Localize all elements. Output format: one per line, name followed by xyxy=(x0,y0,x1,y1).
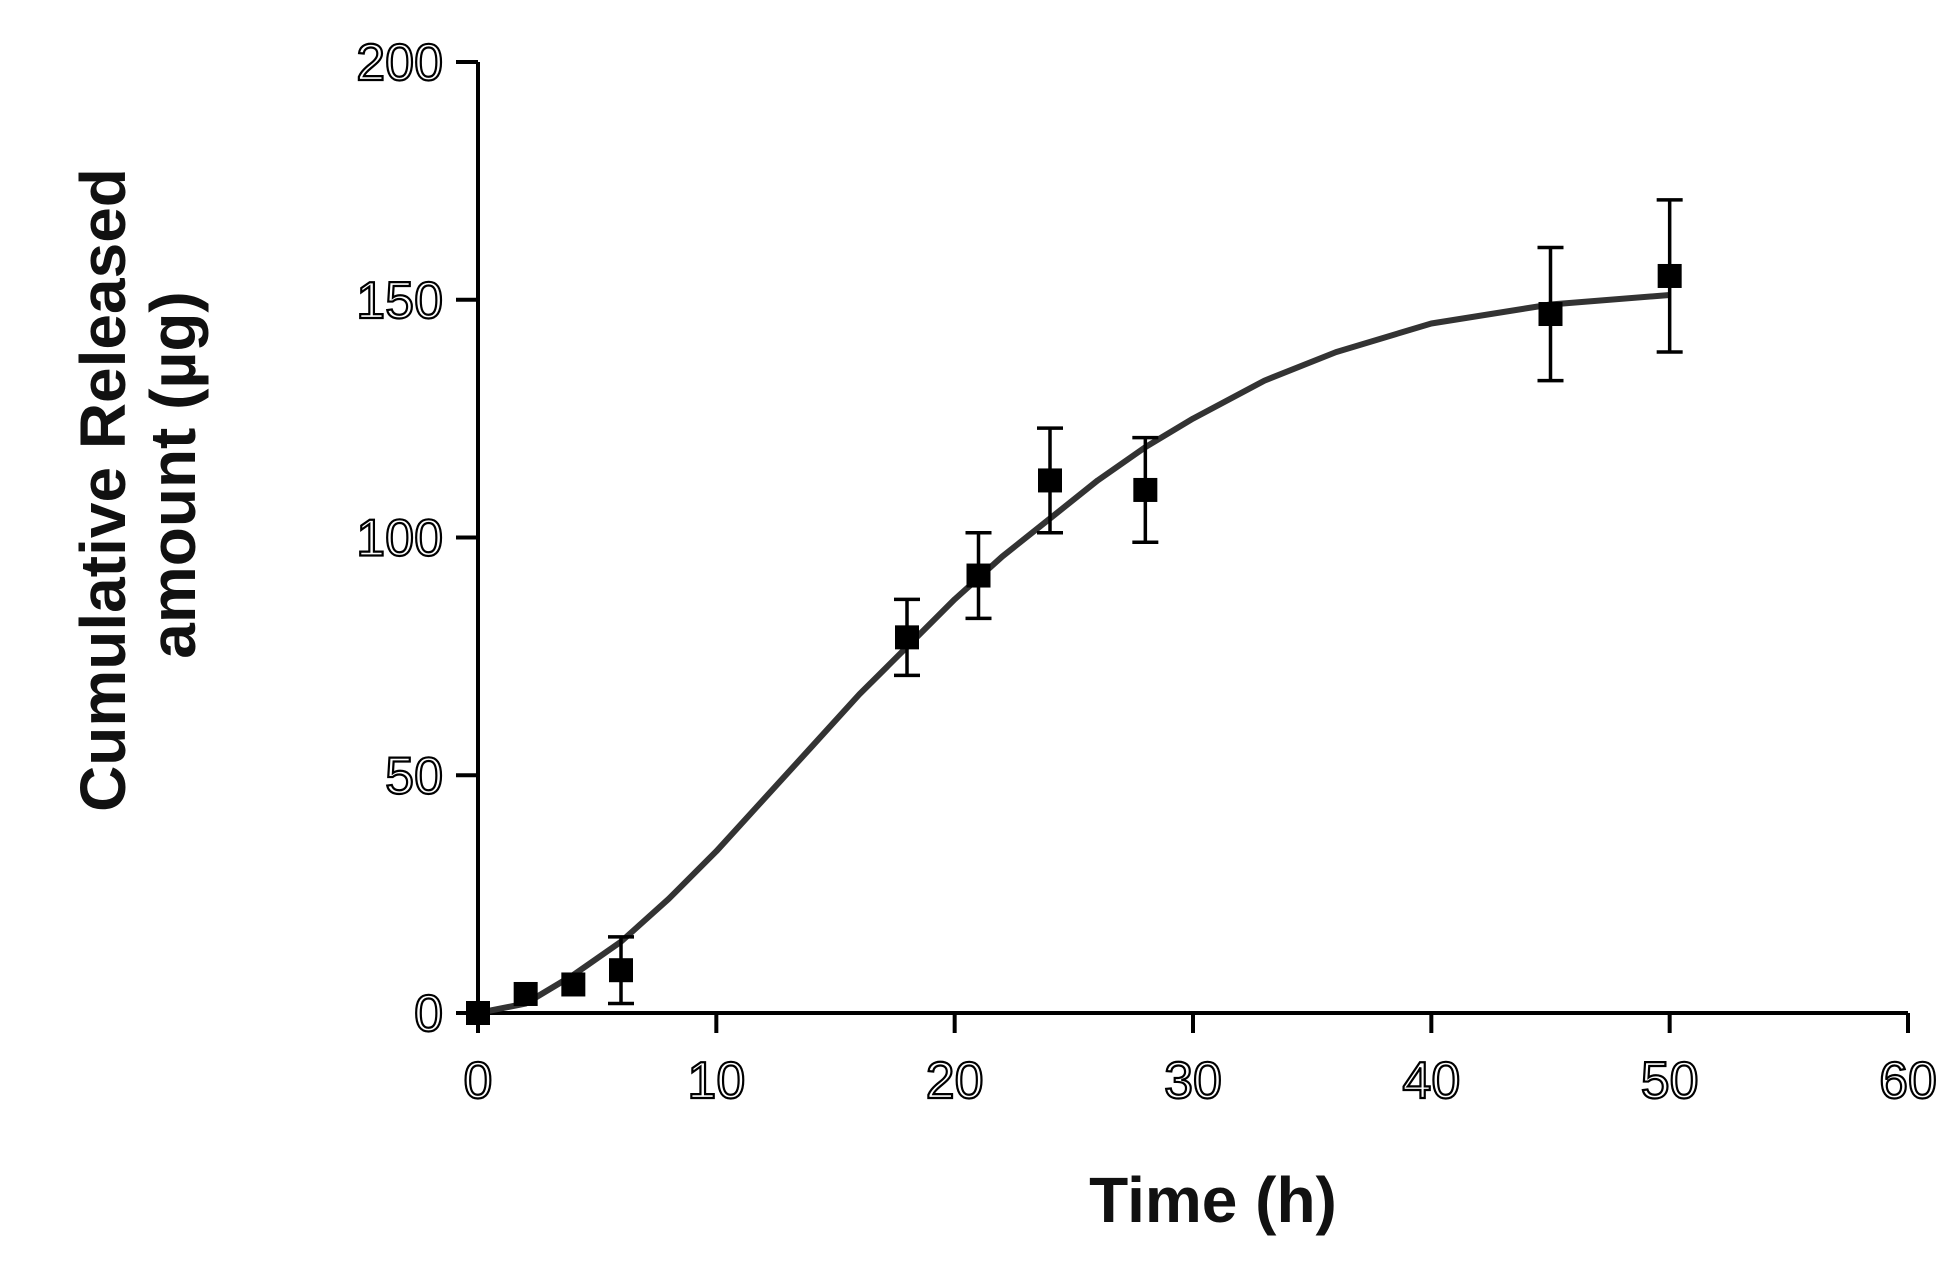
x-tick-label: 40 xyxy=(1402,1052,1460,1110)
y-tick-label: 50 xyxy=(385,747,443,805)
y-tick-label: 200 xyxy=(356,34,443,92)
y-axis-title-line-1: Cumulative Released xyxy=(67,168,139,812)
x-tick-label: 60 xyxy=(1879,1052,1937,1110)
data-point xyxy=(1133,477,1158,502)
data-point xyxy=(966,563,991,588)
data-point xyxy=(513,981,538,1006)
fit-curve xyxy=(477,292,1670,1016)
x-tick-label: 10 xyxy=(687,1052,745,1110)
data-point xyxy=(1038,468,1062,493)
x-tick-label: 50 xyxy=(1641,1052,1699,1110)
data-point xyxy=(466,1001,490,1025)
data-point xyxy=(1657,263,1682,288)
data-points-group xyxy=(466,198,1683,1025)
data-point xyxy=(895,625,919,650)
x-axis-title: Time (h) xyxy=(1089,1164,1337,1236)
x-tick-label: 20 xyxy=(926,1052,984,1110)
fit-curve-group xyxy=(477,292,1670,1016)
y-tick-label: 150 xyxy=(356,272,443,330)
x-tick-label: 30 xyxy=(1164,1052,1222,1110)
y-ticks: 0 50 100 150 200 xyxy=(355,33,478,1044)
data-point xyxy=(561,972,586,997)
x-ticks: 0 10 20 30 40 50 60 xyxy=(462,1013,1938,1111)
x-tick-label: 0 xyxy=(464,1052,493,1110)
data-point xyxy=(1538,302,1563,327)
data-point xyxy=(609,958,633,983)
y-tick-label: 0 xyxy=(414,985,443,1043)
y-axis-title: Cumulative Released amount (µg) xyxy=(67,168,209,812)
y-axis-title-line-2: amount (µg) xyxy=(137,291,209,658)
axes: 0 10 20 30 40 50 60 0 50 100 150 200 xyxy=(355,33,1938,1111)
y-tick-label: 100 xyxy=(356,510,443,568)
